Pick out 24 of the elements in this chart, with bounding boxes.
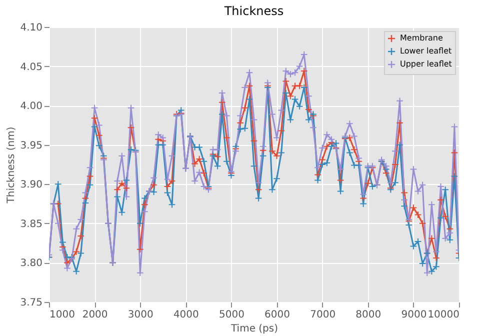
chart-title: Thickness bbox=[223, 4, 284, 18]
legend-label: Upper leaflet bbox=[400, 60, 452, 68]
y-tick-label: 4.10 bbox=[20, 22, 42, 34]
y-tick-label: 3.80 bbox=[20, 258, 42, 270]
x-tick-label: 6000 bbox=[264, 310, 290, 320]
y-tick-label: 3.85 bbox=[20, 218, 42, 230]
x-tick-label: 7000 bbox=[310, 310, 336, 320]
x-tick-label: 4000 bbox=[173, 310, 199, 320]
x-tick-label: 8000 bbox=[356, 310, 382, 320]
x-tick-label: 2000 bbox=[82, 310, 108, 320]
y-tick-label: 4.00 bbox=[20, 101, 42, 112]
x-tick-label: 1000 bbox=[50, 310, 75, 320]
legend-label: Membrane bbox=[400, 34, 443, 42]
y-tick-label: 3.90 bbox=[20, 180, 42, 191]
x-tick-label: 5000 bbox=[218, 310, 244, 320]
x-tick-label: 10000 bbox=[428, 310, 460, 320]
x-tick-label: 3000 bbox=[128, 310, 154, 320]
x-tick-label: 9000 bbox=[401, 310, 427, 320]
y-tick-label: 3.75 bbox=[20, 298, 42, 308]
x-axis-title: Time (ps) bbox=[230, 324, 278, 334]
legend-label: Lower leaflet bbox=[400, 46, 452, 56]
y-tick-label: 3.95 bbox=[20, 140, 42, 152]
y-tick-label: 4.05 bbox=[20, 62, 42, 73]
y-axis-title: Thickness (nm) bbox=[6, 126, 18, 204]
